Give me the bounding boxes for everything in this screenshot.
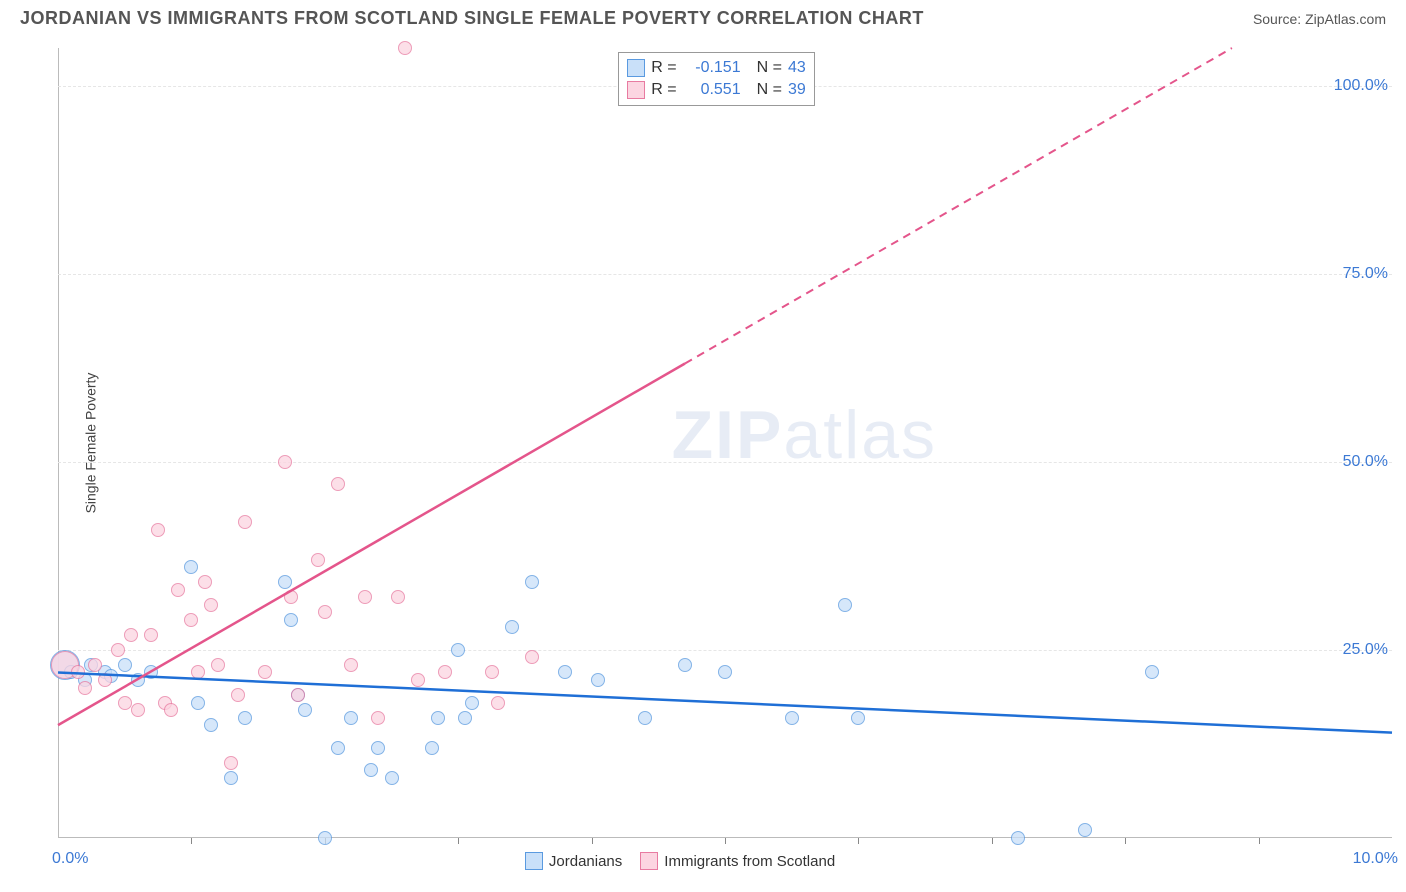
- series-label: Jordanians: [549, 853, 622, 870]
- legend-n-value: 39: [788, 81, 806, 99]
- legend-row: R = 0.551 N = 39: [627, 79, 805, 101]
- legend-swatch: [627, 81, 645, 99]
- x-max-label: 10.0%: [1353, 850, 1398, 868]
- chart-title: JORDANIAN VS IMMIGRANTS FROM SCOTLAND SI…: [20, 8, 924, 29]
- series-legend: Jordanians Immigrants from Scotland: [525, 852, 835, 870]
- x-tick-mark: [858, 838, 859, 844]
- x-tick-mark: [592, 838, 593, 844]
- x-tick-mark: [1125, 838, 1126, 844]
- series-label: Immigrants from Scotland: [664, 853, 835, 870]
- legend-swatch: [627, 59, 645, 77]
- legend-n-label: N =: [757, 81, 782, 99]
- legend-row: R = -0.151 N = 43: [627, 57, 805, 79]
- legend-r-label: R =: [651, 81, 676, 99]
- source-label: Source: ZipAtlas.com: [1253, 11, 1386, 27]
- legend-swatch: [640, 852, 658, 870]
- x-tick-mark: [1259, 838, 1260, 844]
- trend-lines: [58, 48, 1392, 838]
- series-legend-item: Immigrants from Scotland: [640, 852, 835, 870]
- x-tick-mark: [458, 838, 459, 844]
- series-legend-item: Jordanians: [525, 852, 622, 870]
- correlation-legend: R = -0.151 N = 43 R = 0.551 N = 39: [618, 52, 814, 106]
- legend-swatch: [525, 852, 543, 870]
- x-tick-mark: [191, 838, 192, 844]
- legend-r-value: 0.551: [683, 81, 741, 99]
- x-tick-mark: [992, 838, 993, 844]
- x-min-label: 0.0%: [52, 850, 88, 868]
- x-tick-mark: [725, 838, 726, 844]
- legend-n-label: N =: [757, 59, 782, 77]
- legend-r-label: R =: [651, 59, 676, 77]
- legend-n-value: 43: [788, 59, 806, 77]
- legend-r-value: -0.151: [683, 59, 741, 77]
- plot-area: Single Female Poverty ZIPatlas R =-0.151…: [58, 48, 1392, 838]
